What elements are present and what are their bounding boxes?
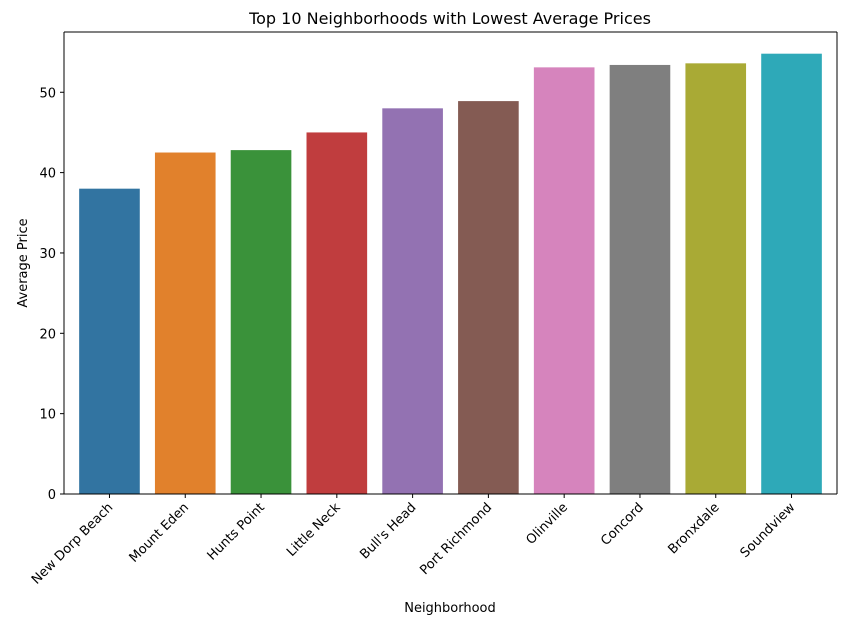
bar — [685, 63, 747, 494]
y-tick-label: 50 — [39, 86, 56, 101]
x-tick-label: Little Neck — [284, 500, 344, 560]
bar — [761, 53, 822, 495]
bar — [79, 188, 140, 494]
bar — [458, 101, 519, 495]
y-tick-label: 0 — [48, 488, 56, 503]
y-axis-label: Average Price — [16, 218, 31, 307]
bar — [533, 67, 595, 495]
bar — [154, 152, 216, 495]
x-tick-label: Mount Eden — [127, 500, 192, 565]
bars-group — [79, 53, 822, 495]
bar — [382, 108, 443, 494]
y-tick-label: 10 — [39, 408, 56, 423]
x-axis-label: Neighborhood — [404, 601, 496, 616]
x-tick-label: Concord — [598, 500, 647, 549]
chart-title: Top 10 Neighborhoods with Lowest Average… — [248, 9, 651, 28]
bar — [230, 150, 292, 494]
x-tick-label: Port Richmond — [417, 500, 495, 578]
x-tick-label: Olinville — [523, 500, 571, 548]
y-tick-label: 20 — [39, 327, 56, 342]
x-tick-label: Soundview — [738, 500, 799, 561]
y-tick-label: 30 — [39, 247, 56, 262]
bar — [306, 132, 368, 494]
x-tick-label: Bull's Head — [357, 500, 419, 562]
x-tick-label: Bronxdale — [666, 500, 723, 557]
x-tick-label: New Dorp Beach — [29, 500, 116, 587]
y-axis-ticks: 0 10 20 30 40 50 — [39, 86, 64, 503]
bar — [609, 64, 671, 494]
x-axis-ticks: New Dorp Beach Mount Eden Hunts Point Littl… — [29, 494, 799, 588]
x-tick-label: Hunts Point — [205, 500, 268, 563]
y-tick-label: 40 — [39, 167, 56, 182]
